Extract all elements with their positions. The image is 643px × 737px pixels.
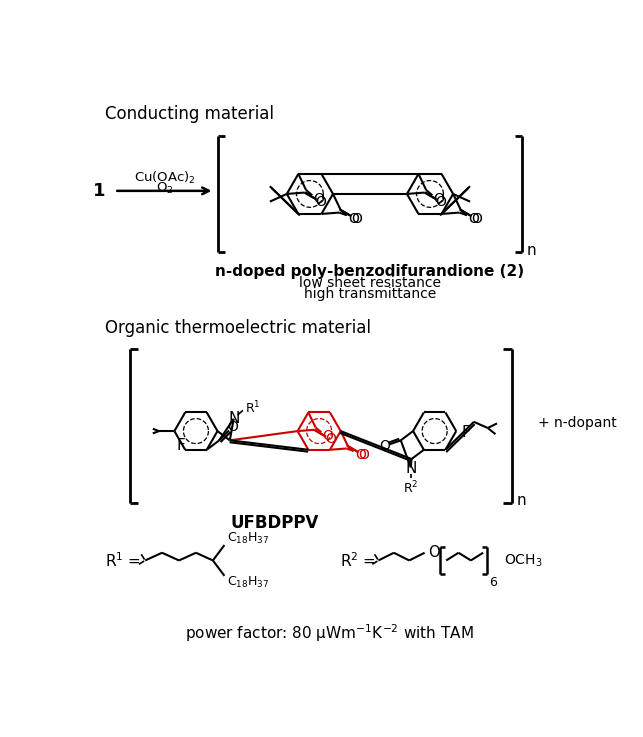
Text: O$_2$: O$_2$ [156, 181, 174, 196]
Text: power factor: 80 μWm$^{-1}$K$^{-2}$ with TAM: power factor: 80 μWm$^{-1}$K$^{-2}$ with… [185, 622, 473, 643]
Text: O: O [315, 195, 326, 209]
Text: OCH$_3$: OCH$_3$ [504, 552, 543, 569]
Text: N: N [229, 411, 240, 425]
Text: high transmittance: high transmittance [304, 287, 436, 301]
Text: 1: 1 [93, 182, 105, 200]
Text: O: O [313, 192, 324, 206]
Text: R$^1$ =: R$^1$ = [105, 551, 141, 570]
Text: O: O [468, 212, 479, 226]
Text: R$^2$ =: R$^2$ = [340, 551, 376, 570]
Text: UFBDPPV: UFBDPPV [230, 514, 319, 532]
Text: O: O [379, 439, 390, 453]
Text: O: O [358, 448, 369, 462]
Text: C$_{18}$H$_{37}$: C$_{18}$H$_{37}$ [227, 531, 269, 546]
Text: Conducting material: Conducting material [105, 105, 274, 123]
Text: O: O [428, 545, 440, 560]
Text: O: O [322, 429, 333, 443]
Text: low sheet resistance: low sheet resistance [299, 276, 441, 290]
Text: + n-dopant: + n-dopant [538, 416, 617, 430]
Text: O: O [433, 192, 444, 206]
Text: O: O [348, 212, 359, 226]
Text: O: O [351, 212, 362, 226]
Text: R$^2$: R$^2$ [403, 480, 419, 496]
Text: 6: 6 [489, 576, 497, 589]
Text: Organic thermoelectric material: Organic thermoelectric material [105, 319, 371, 338]
Text: O: O [325, 432, 336, 446]
Text: O: O [471, 212, 482, 226]
Text: O: O [435, 195, 446, 209]
Text: O: O [355, 448, 366, 462]
Text: Cu(OAc)$_2$: Cu(OAc)$_2$ [134, 170, 196, 186]
Text: F: F [462, 425, 470, 440]
Text: C$_{18}$H$_{37}$: C$_{18}$H$_{37}$ [227, 574, 269, 590]
Text: F: F [176, 439, 185, 453]
Text: n: n [527, 243, 537, 259]
Text: R$^1$: R$^1$ [245, 399, 261, 416]
Text: n-doped poly-benzodifurandione (2): n-doped poly-benzodifurandione (2) [215, 264, 525, 279]
Text: n: n [517, 493, 527, 508]
Text: O: O [228, 419, 239, 433]
Text: N: N [405, 461, 417, 476]
